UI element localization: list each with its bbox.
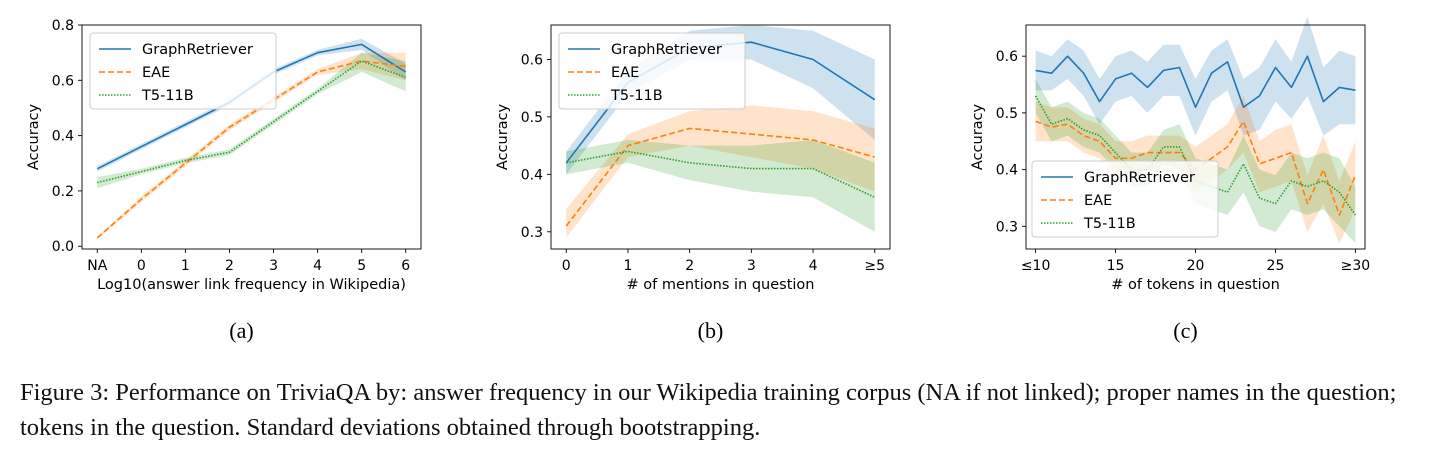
legend-label-graph: GraphRetriever [611,42,722,58]
legend-label-t5: T5-11B [141,88,194,104]
legend-label-graph: GraphRetriever [142,42,253,58]
x-tick-label: 0 [562,258,571,274]
x-axis-label: Log10(answer link frequency in Wikipedia… [97,277,406,293]
chart-panel-c: 0.3 0.4 0.5 0.6 ≤10 15 20 25 ≥30 # of tokens in q… [970,16,1371,343]
legend-label-graph: GraphRetriever [1084,170,1195,186]
series-line-t5 [566,150,876,199]
panel-label: (b) [698,318,724,343]
y-tick-label: 0.2 [52,184,74,200]
x-tick-label: 25 [1267,258,1285,274]
panel-label: (a) [229,318,253,343]
figure-3: 0.0 0.2 0.4 0.6 0.8 NA 0 1 2 3 4 5 6 Log10(answer lin… [26,16,1371,343]
legend-box [1031,160,1219,238]
legend-label-t5: T5-11B [1083,216,1136,232]
legend-label-t5: T5-11B [610,88,663,104]
x-tick-label: 0 [137,258,146,274]
legend-label-eae: EAE [142,65,170,81]
x-tick-label: ≥30 [1341,258,1371,274]
series-line-graph [1035,55,1356,108]
y-axis-label: Accuracy [970,103,986,170]
confidence-band-eae [97,52,406,240]
x-tick-label: 1 [623,258,632,274]
x-tick-label: 6 [401,258,410,274]
series-line-t5 [1034,95,1357,216]
legend-label-eae: EAE [611,65,639,81]
plot-frame [81,24,422,250]
x-tick-label: ≥5 [864,258,885,274]
y-axis-label: Accuracy [495,103,511,170]
series-line-eae [96,60,406,239]
x-tick-label: 15 [1107,258,1125,274]
y-tick-label: 0.5 [521,110,543,126]
series-line-t5 [97,60,406,184]
figure-caption: Figure 3: Performance on TriviaQA by: an… [20,375,1430,445]
legend-box [558,32,746,110]
confidence-band-graph [1035,16,1356,136]
x-tick-label: 2 [685,258,694,274]
chart-panel-b: 0.3 0.4 0.5 0.6 0 1 2 3 4 ≥5 # of mentions in ques… [495,24,891,343]
confidence-band-t5 [566,139,875,232]
x-tick-label: 1 [181,258,190,274]
x-tick-label: 2 [225,258,234,274]
panel-label: (c) [1173,318,1197,343]
y-tick-label: 0.8 [52,18,74,34]
x-axis-label: # of tokens in question [1111,277,1280,293]
chart-panel-a: 0.0 0.2 0.4 0.6 0.8 NA 0 1 2 3 4 5 6 Log10(answer lin… [26,18,422,343]
caption-text: Performance on TriviaQA by: answer frequ… [20,379,1397,441]
y-tick-label: 0.6 [521,52,543,68]
y-tick-label: 0.0 [52,239,74,255]
x-tick-label: 20 [1187,258,1205,274]
plot-frame [550,24,891,250]
y-axis-label: Accuracy [26,103,42,170]
confidence-band-t5 [97,52,406,189]
x-axis-label: # of mentions in question [627,277,815,293]
x-tick-label: 3 [269,258,278,274]
x-tick-label: 4 [313,258,322,274]
y-tick-label: 0.6 [52,73,74,89]
x-tick-label: 4 [809,258,818,274]
y-tick-label: 0.5 [996,106,1018,122]
legend-label-eae: EAE [1084,193,1112,209]
y-tick-label: 0.3 [521,225,543,241]
y-tick-label: 0.6 [996,49,1018,65]
caption-lead: Figure 3: [20,379,110,406]
y-tick-label: 0.4 [996,163,1018,179]
x-tick-label: 3 [747,258,756,274]
y-tick-label: 0.4 [521,167,543,183]
legend-box [89,32,277,110]
x-tick-label: ≤10 [1021,258,1051,274]
x-tick-label: NA [87,258,107,274]
series-line-eae [565,127,875,227]
x-tick-label: 5 [357,258,366,274]
y-tick-label: 0.4 [52,129,74,145]
y-tick-label: 0.3 [996,219,1018,235]
